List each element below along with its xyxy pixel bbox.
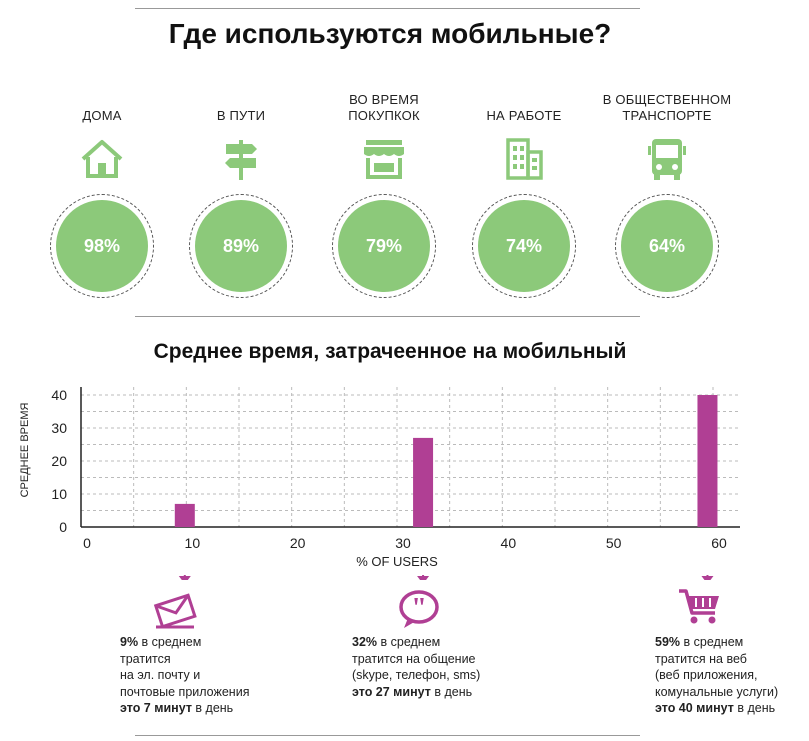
place-label: ДОМА — [82, 108, 122, 123]
bottom-divider — [135, 735, 640, 736]
middle-divider — [135, 316, 640, 317]
speech-bubble-icon: " — [399, 590, 439, 628]
shop-icon — [364, 140, 404, 179]
place-label: НА РАБОТЕ — [486, 108, 562, 123]
percent-disc: 74% — [478, 200, 570, 292]
x-tick-label: 50 — [606, 535, 622, 551]
bar-chart: 0 10 20 30 40 0 10 20 30 40 50 60 % OF USERS — [51, 387, 740, 580]
y-axis-label-wrap: СРЕДНЕЕ ВРЕМЯ — [19, 403, 31, 498]
place-public-transport: В ОБЩЕСТВЕННОМ ТРАНСПОРТЕ 64% — [597, 88, 737, 298]
percent-disc: 64% — [621, 200, 713, 292]
percent-ring: 89% — [189, 194, 293, 298]
place-home: ДОМА 98% — [32, 88, 172, 298]
y-tick-label: 40 — [51, 387, 67, 403]
place-label: ВО ВРЕМЯ ПОКУПКОК — [348, 92, 420, 123]
y-tick-label: 30 — [51, 420, 67, 436]
shopping-cart-icon — [679, 589, 719, 624]
house-icon — [81, 140, 123, 178]
percent-ring: 98% — [50, 194, 154, 298]
bar — [174, 503, 195, 527]
envelope-icon — [153, 593, 197, 629]
signpost-icon — [225, 140, 257, 180]
place-work: НА РАБОТЕ 74% — [454, 88, 594, 298]
x-tick-label: 40 — [501, 535, 517, 551]
x-tick-label: 10 — [185, 535, 201, 551]
percent-disc: 89% — [195, 200, 287, 292]
place-label: В ОБЩЕСТВЕННОМ ТРАНСПОРТЕ — [602, 92, 732, 123]
percent-disc: 98% — [56, 200, 148, 292]
bus-icon — [648, 139, 686, 180]
office-building-icon — [506, 138, 543, 180]
callout-arrow — [417, 576, 430, 580]
y-tick-label: 10 — [51, 486, 67, 502]
bar — [697, 395, 718, 527]
percent-ring: 64% — [615, 194, 719, 298]
y-axis-label: СРЕДНЕЕ ВРЕМЯ — [19, 403, 31, 498]
x-tick-label: 60 — [711, 535, 727, 551]
percent-disc: 79% — [338, 200, 430, 292]
callout-arrow — [178, 576, 191, 580]
x-axis-label: % OF USERS — [356, 554, 438, 569]
x-tick-label: 30 — [395, 535, 411, 551]
page-title: Где используются мобильные? — [168, 18, 612, 49]
percent-ring: 74% — [472, 194, 576, 298]
x-tick-label: 0 — [83, 535, 91, 551]
place-label: В ПУТИ — [216, 108, 266, 123]
y-tick-label: 0 — [59, 519, 67, 535]
place-on-the-way: В ПУТИ 89% — [171, 88, 311, 298]
chart-title: Среднее время, затрачееннoе на мобильный — [153, 340, 627, 363]
callout-arrow — [701, 576, 714, 580]
callout-text: 59% в среднем тратится на веб (веб прило… — [655, 635, 779, 715]
x-tick-label: 20 — [290, 535, 306, 551]
callout-text: 9% в среднем тратится на эл. почту и поч… — [120, 635, 250, 715]
svg-text:": " — [411, 593, 427, 624]
top-divider — [135, 8, 640, 9]
place-shopping: ВО ВРЕМЯ ПОКУПКОК 79% — [314, 88, 454, 298]
bar — [413, 437, 434, 527]
callout-text: 32% в среднем тратится на общение (skype… — [352, 635, 481, 699]
y-tick-label: 20 — [51, 453, 67, 469]
percent-ring: 79% — [332, 194, 436, 298]
